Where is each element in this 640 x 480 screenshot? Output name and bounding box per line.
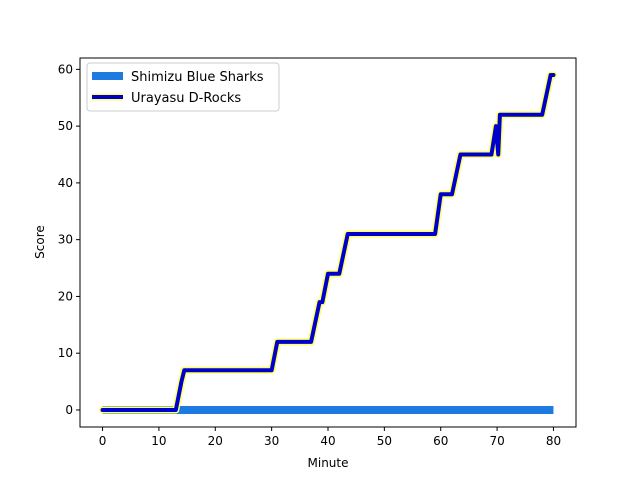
y-tick-label: 20 [58, 289, 73, 303]
y-tick-label: 10 [58, 346, 73, 360]
x-tick-label: 40 [320, 434, 335, 448]
series-line-urayasu [100, 73, 556, 412]
plot-area [80, 58, 576, 427]
y-tick-label: 50 [58, 119, 73, 133]
x-tick-label: 70 [489, 434, 504, 448]
x-tick-label: 0 [99, 434, 107, 448]
y-axis-ticks: 0 10 20 30 40 50 60 [58, 62, 80, 417]
x-tick-label: 80 [546, 434, 561, 448]
x-tick-label: 60 [433, 434, 448, 448]
x-tick-label: 10 [151, 434, 166, 448]
legend-box [86, 62, 280, 112]
legend-label-urayasu: Urayasu D-Rocks [131, 91, 241, 106]
y-tick-label: 40 [58, 176, 73, 190]
x-tick-label: 50 [377, 434, 392, 448]
y-tick-label: 30 [58, 233, 73, 247]
x-tick-label: 30 [264, 434, 279, 448]
y-tick-label: 60 [58, 62, 73, 76]
legend: Shimizu Blue Sharks Urayasu D-Rocks [86, 62, 280, 112]
y-axis-title: Score [33, 225, 47, 259]
x-axis-title: Minute [308, 456, 349, 470]
x-axis-ticks: 0 10 20 30 40 50 60 70 80 [99, 427, 561, 448]
legend-swatch-shimizu [92, 72, 123, 80]
x-tick-label: 20 [208, 434, 223, 448]
y-tick-label: 0 [65, 403, 73, 417]
series-layer [99, 71, 557, 414]
legend-label-shimizu: Shimizu Blue Sharks [131, 70, 264, 85]
